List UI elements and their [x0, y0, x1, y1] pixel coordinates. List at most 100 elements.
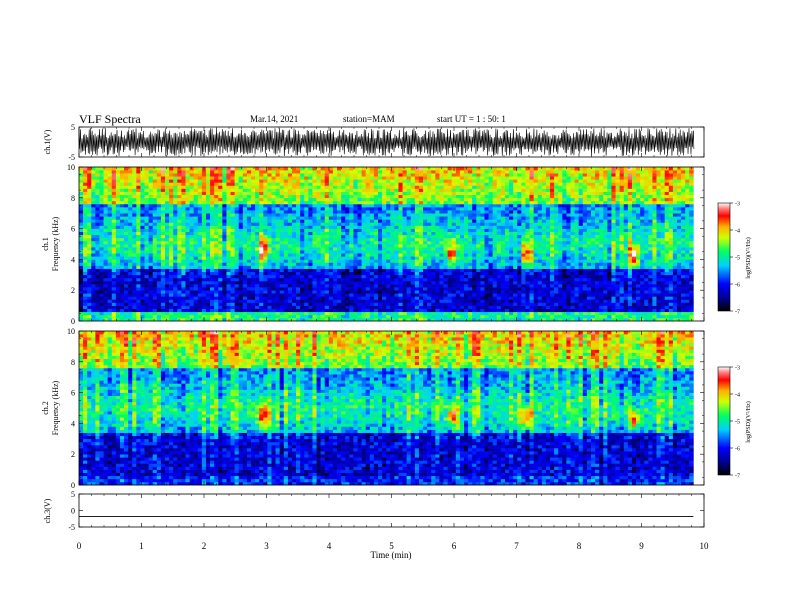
spectrogram-cell: [300, 259, 305, 263]
spectrogram-cell: [402, 200, 407, 205]
spectrogram-cell: [279, 277, 285, 282]
spectrogram-cell: [394, 271, 399, 276]
spectrogram-cell: [431, 317, 436, 322]
spectrogram-cell: [349, 200, 354, 205]
spectrogram-cell: [447, 234, 453, 239]
spectrogram-cell: [267, 299, 272, 303]
spectrogram-cell: [144, 240, 149, 245]
spectrogram-cell: [279, 222, 285, 226]
spectrogram-cell: [431, 277, 436, 282]
spectrogram-cell: [291, 247, 297, 251]
spectrogram-cell: [205, 173, 211, 177]
spectrogram-cell: [226, 287, 231, 291]
spectrogram-cell: [472, 197, 477, 202]
spectrogram-cell: [431, 287, 436, 291]
spectrogram-cell: [328, 284, 334, 288]
spectrogram-cell: [378, 188, 383, 192]
spectrogram-cell: [357, 244, 362, 248]
spectrogram-cell: [136, 259, 141, 263]
spectrogram-cell: [402, 293, 407, 297]
spectrogram-cell: [107, 305, 113, 309]
spectrogram-cell: [341, 210, 346, 214]
spectrogram-cell: [169, 228, 174, 232]
spectrogram-cell: [414, 274, 420, 279]
spectrogram-cell: [418, 271, 424, 276]
spectrogram-cell: [328, 213, 334, 217]
spectrogram-cell: [152, 265, 158, 269]
spectrogram-cell: [189, 179, 194, 183]
spectrogram-cell: [353, 299, 358, 303]
spectrogram-cell: [328, 253, 334, 257]
spectrogram-cell: [91, 308, 96, 313]
spectrogram-cell: [320, 244, 326, 248]
spectrogram-cell: [291, 167, 297, 171]
spectrogram-cell: [132, 256, 137, 260]
spectrogram-cell: [439, 179, 444, 183]
spectrogram-cell: [275, 185, 280, 189]
spectrogram-cell: [455, 277, 461, 282]
spectrogram-cell: [193, 200, 199, 205]
spectrogram-cell: [447, 176, 453, 180]
spectrogram-cell: [361, 197, 367, 202]
spectrogram-cell: [152, 240, 158, 245]
spectrogram-cell: [435, 188, 440, 192]
spectrogram-cell: [316, 274, 321, 279]
spectrogram-cell: [255, 256, 260, 260]
spectrogram-cell: [349, 240, 354, 245]
spectrogram-cell: [418, 188, 424, 192]
spectrogram-cell: [111, 311, 117, 316]
spectrogram-cell: [107, 250, 113, 254]
spectrogram-cell: [140, 277, 145, 282]
spectrogram-cell: [181, 213, 186, 217]
spectrogram-cell: [189, 207, 194, 211]
spectrogram-ch1-image: [79, 167, 694, 322]
spectrogram-cell: [291, 274, 297, 279]
spectrogram-cell: [382, 314, 387, 319]
spectrogram-cell: [451, 203, 457, 208]
spectrogram-cell: [410, 197, 416, 202]
spectrogram-cell: [177, 293, 182, 297]
spectrogram-cell: [296, 256, 301, 260]
spectrogram-cell: [160, 262, 166, 266]
spectrogram-cell: [443, 271, 448, 276]
spectrogram-cell: [107, 311, 113, 316]
spectrogram-cell: [238, 225, 244, 229]
spectrogram-cell: [439, 296, 444, 300]
spectrogram-cell: [451, 237, 457, 242]
spectrogram-cell: [251, 170, 256, 174]
spectrogram-cell: [119, 259, 125, 263]
spectrogram-cell: [357, 231, 362, 236]
spectrogram-cell: [242, 234, 248, 239]
spectrogram-cell: [136, 222, 141, 226]
spectrogram-cell: [398, 271, 403, 276]
spectrogram-cell: [357, 200, 362, 205]
spectrogram-cell: [349, 284, 354, 288]
spectrogram-cell: [234, 219, 240, 223]
spectrogram-cell: [459, 213, 465, 217]
spectrogram-cell: [439, 284, 444, 288]
spectrogram-cell: [337, 268, 342, 273]
spectrogram-cell: [218, 219, 223, 223]
spectrogram-cell: [124, 274, 129, 279]
spectrogram-cell: [136, 287, 141, 291]
spectrogram-cell: [480, 219, 485, 223]
spectrogram-cell: [181, 219, 186, 223]
spectrogram-cell: [246, 222, 252, 226]
spectrogram-cell: [238, 268, 244, 273]
spectrogram-cell: [291, 185, 297, 189]
spectrogram-cell: [267, 284, 272, 288]
spectrogram-cell: [226, 216, 231, 220]
spectrogram-cell: [296, 219, 301, 223]
spectrogram-cell: [291, 265, 297, 269]
spectrogram-cell: [246, 191, 252, 196]
spectrogram-cell: [414, 314, 420, 319]
spectrogram-cell: [267, 200, 272, 205]
spectrogram-cell: [332, 231, 338, 236]
spectrogram-cell: [124, 256, 129, 260]
spectrogram-cell: [373, 216, 379, 220]
spectrogram-cell: [431, 280, 436, 285]
spectrogram-cell: [132, 302, 137, 306]
spectrogram-cell: [398, 237, 403, 242]
spectrogram-cell: [124, 234, 129, 239]
spectrogram-cell: [300, 197, 305, 202]
